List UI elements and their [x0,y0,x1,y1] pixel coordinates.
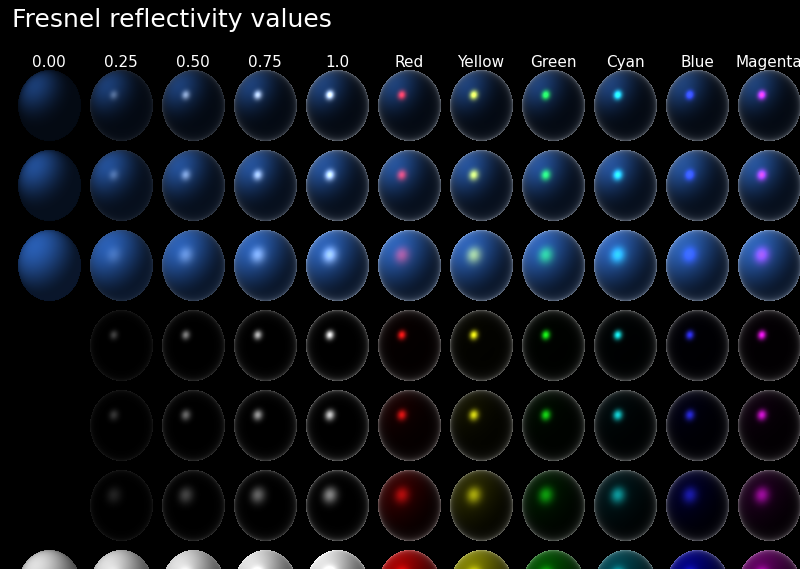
Text: Magenta: Magenta [736,55,800,70]
Text: Fresnel reflectivity values: Fresnel reflectivity values [12,8,332,32]
Text: Yellow: Yellow [458,55,505,70]
Text: 0.25: 0.25 [104,55,138,70]
Text: Cyan: Cyan [606,55,644,70]
Text: 0.50: 0.50 [176,55,210,70]
Text: Red: Red [394,55,424,70]
Text: 0.00: 0.00 [32,55,66,70]
Text: Green: Green [530,55,576,70]
Text: Blue: Blue [680,55,714,70]
Text: 1.0: 1.0 [325,55,349,70]
Text: 0.75: 0.75 [248,55,282,70]
